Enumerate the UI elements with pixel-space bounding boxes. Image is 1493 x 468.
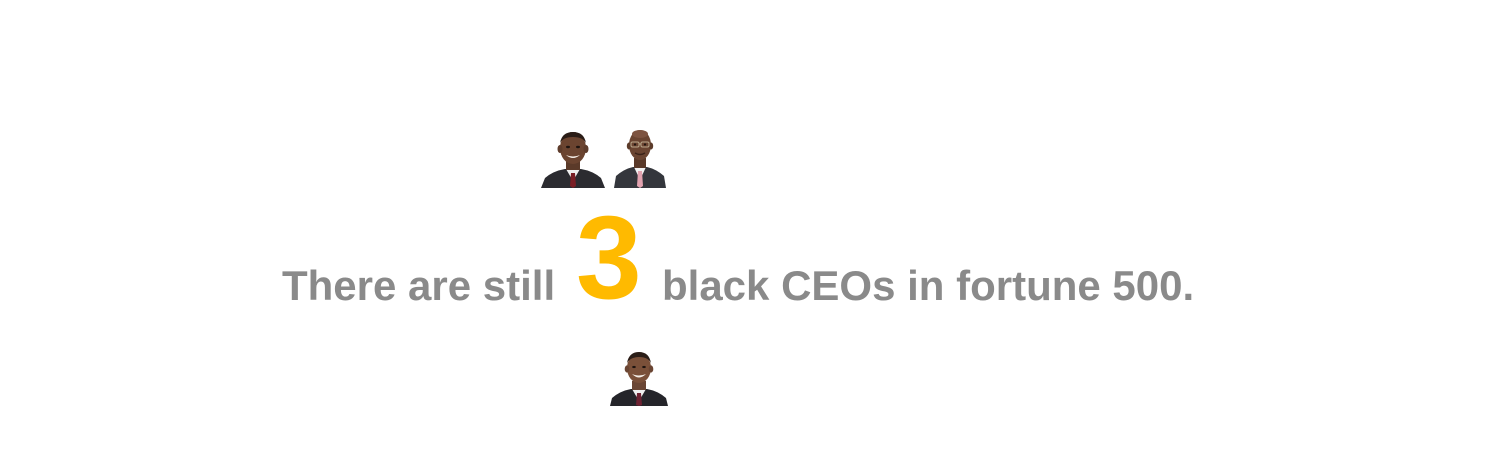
headline-text-after: black CEOs in fortune 500. (662, 262, 1195, 309)
ceo-portrait-3 (610, 348, 668, 406)
ceo-portrait-1 (539, 128, 607, 188)
headline-text-before: There are still (282, 262, 556, 309)
ceo-portrait-2 (614, 126, 666, 188)
ceo-count: 3 (576, 192, 642, 324)
